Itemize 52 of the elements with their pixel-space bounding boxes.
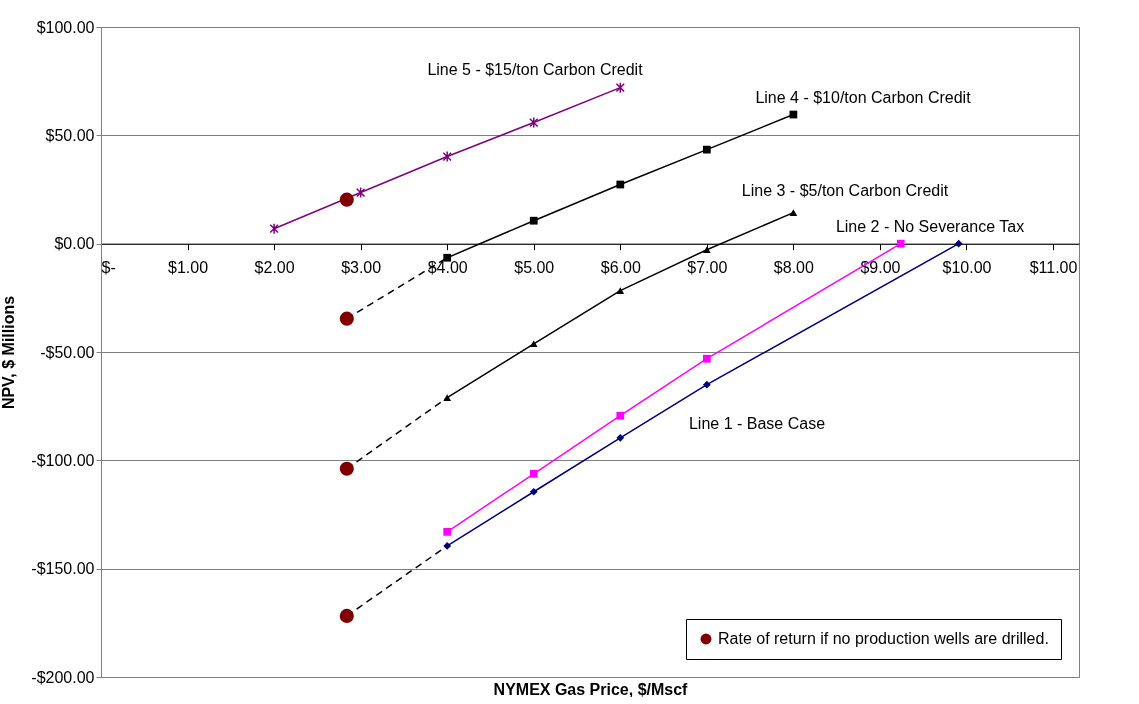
point — [529, 469, 538, 478]
point — [616, 287, 625, 295]
point — [616, 433, 625, 442]
annotation: Line 2 - No Severance Tax — [835, 218, 1025, 235]
point — [339, 311, 354, 326]
x-tick-label: $6.00 — [600, 259, 641, 277]
x-tick-label: $10.00 — [942, 259, 992, 277]
point — [789, 209, 798, 217]
point — [954, 239, 963, 248]
x-axis-title: NYMEX Gas Price, $/Mscf — [493, 680, 689, 698]
x-tick-label: $5.00 — [514, 259, 555, 277]
y-tick-label: $100.00 — [36, 18, 95, 36]
annotation: Line 4 - $10/ton Carbon Credit — [755, 89, 972, 106]
x-tick-label: $2.00 — [254, 259, 295, 277]
y-axis-title: NPV, $ Millions — [0, 295, 18, 410]
point — [615, 81, 625, 94]
point — [269, 222, 279, 235]
x-tick-label: $11.00 — [1029, 259, 1078, 277]
x-tick-label: $7.00 — [687, 259, 728, 277]
y-tick-label: -$150.00 — [31, 560, 95, 578]
point — [896, 239, 905, 248]
y-tick-label: -$200.00 — [31, 668, 95, 686]
x-tick-label: $3.00 — [341, 259, 382, 277]
annotation: Line 3 - $5/ton Carbon Credit — [741, 182, 949, 199]
point — [356, 186, 366, 199]
x-tick-label: $9.00 — [860, 259, 901, 277]
point — [443, 527, 452, 536]
point — [529, 216, 538, 225]
y-tick-label: $0.00 — [54, 235, 95, 253]
point — [702, 354, 711, 363]
point — [529, 116, 539, 129]
y-tick-label: -$100.00 — [31, 451, 95, 469]
point — [339, 461, 354, 476]
point — [616, 180, 625, 189]
point — [529, 340, 538, 348]
point — [702, 380, 711, 389]
x-tick-label: $1.00 — [168, 259, 209, 277]
point — [442, 150, 452, 163]
legend-label: Rate of return if no production wells are drilled. — [718, 630, 1049, 647]
point — [702, 246, 711, 254]
y-tick-label: $50.00 — [45, 126, 95, 144]
point — [339, 192, 354, 207]
x-tick-label: $- — [101, 259, 116, 277]
x-tick-label: $4.00 — [427, 259, 468, 277]
point — [529, 487, 538, 496]
y-tick-label: -$50.00 — [40, 343, 95, 361]
point — [702, 145, 711, 154]
x-tick-label: $8.00 — [773, 259, 815, 277]
point — [616, 411, 625, 420]
point — [339, 608, 354, 623]
annotation: Line 1 - Base Case — [688, 415, 826, 432]
annotation: Line 5 - $15/ton Carbon Credit — [427, 61, 644, 78]
